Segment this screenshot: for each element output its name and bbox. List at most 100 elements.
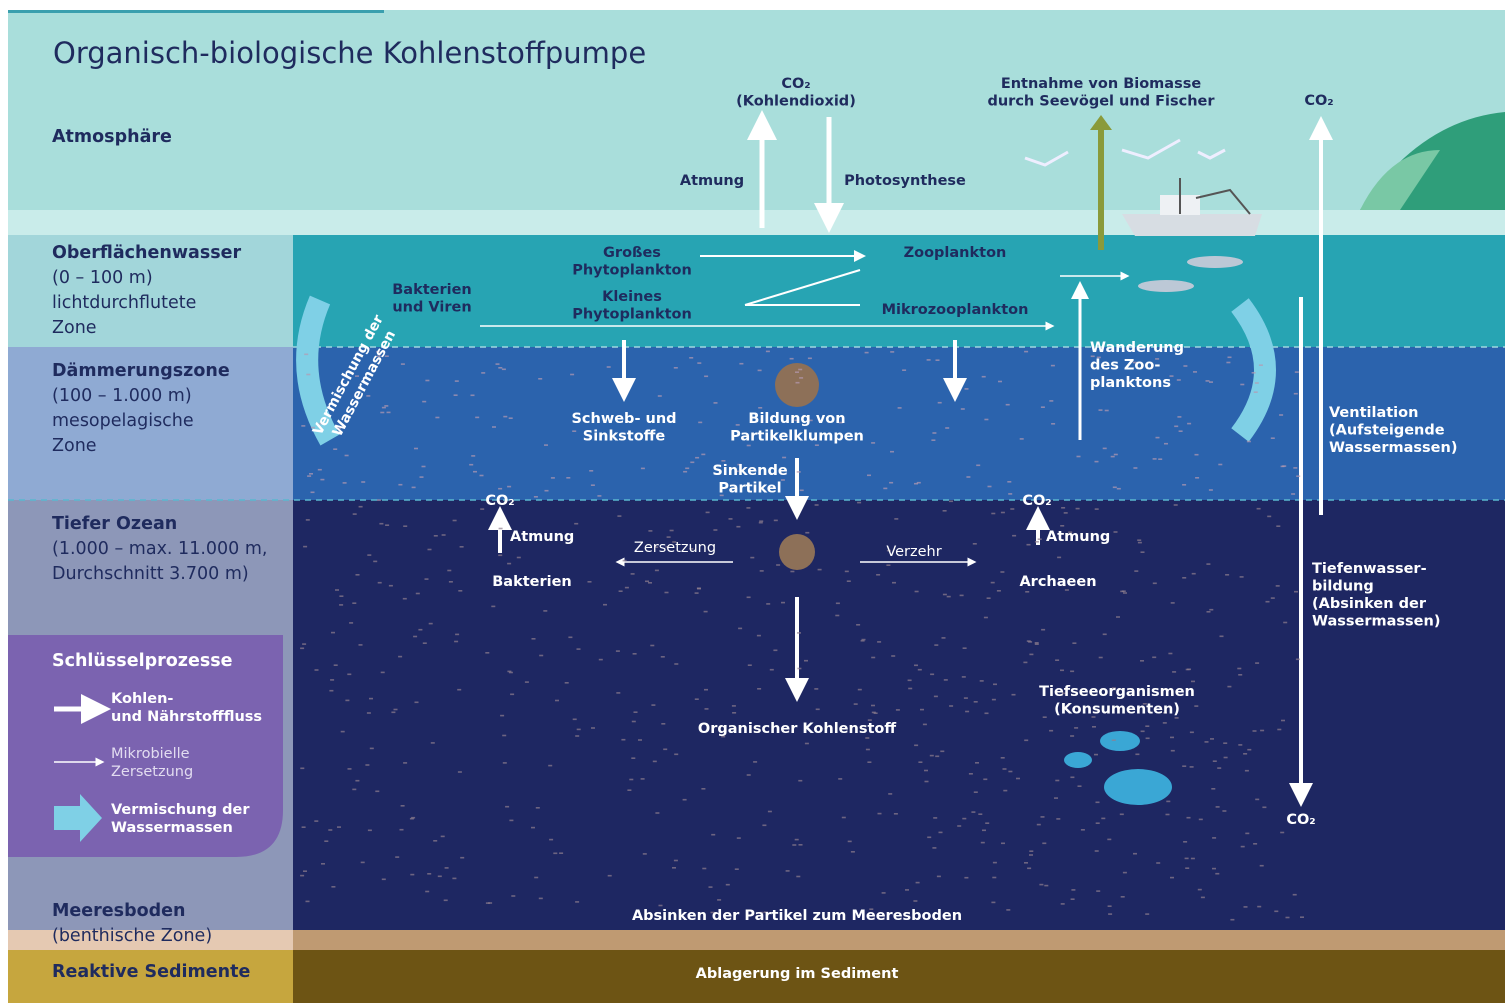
particle [1163,722,1167,724]
zone-name: Reaktive Sedimente [52,962,250,982]
particle [1000,571,1004,573]
particle [1226,362,1230,364]
particle [1243,753,1247,755]
particle [706,512,710,514]
particle [1259,364,1263,366]
particle [452,878,456,880]
particle [1213,760,1217,762]
particle [1279,414,1283,416]
particle [444,900,448,902]
particle [980,680,984,682]
particle [415,702,419,704]
particle [306,519,310,521]
particle [1182,577,1186,579]
label: und Viren [392,300,471,316]
particle [739,363,743,365]
particle [1257,906,1261,908]
particle [345,700,349,702]
particle [300,875,304,877]
particle [961,408,965,410]
particle [334,664,338,666]
particle [641,778,645,780]
particle [455,380,459,382]
particle [438,876,442,878]
particle [1146,738,1150,740]
particle [368,830,372,832]
particle [329,690,333,692]
label: Mikrozooplankton [882,302,1029,318]
particle [867,761,871,763]
particle [982,376,986,378]
particle [790,571,794,573]
particle [1074,727,1078,729]
particle [973,543,977,545]
particle [930,755,934,757]
particle [1039,884,1043,886]
particle [539,898,543,900]
particle [1199,819,1203,821]
particle [498,555,502,557]
particle [1081,829,1085,831]
particle [1183,841,1187,843]
particle [1293,467,1297,469]
particle [458,590,462,592]
particle [1164,443,1168,445]
zone-desc: (benthische Zone) [52,926,212,946]
label: planktons [1090,375,1171,391]
particle [960,595,964,597]
particle [1140,660,1144,662]
particle [384,405,388,407]
label: Wassermassen) [1329,440,1457,456]
particle [674,663,678,665]
particle [427,873,431,875]
zone-name: Oberflächenwasser [52,243,242,263]
particle [1215,873,1219,875]
particle [705,708,709,710]
particle [1255,662,1259,664]
particle [1230,919,1234,921]
particle [1247,441,1251,443]
particle [1177,416,1181,418]
particle [410,818,414,820]
particle [1024,740,1028,742]
particle [1096,802,1100,804]
label: Photosynthese [844,173,966,189]
particle [1108,905,1112,907]
particle [572,430,576,432]
particle [1095,850,1099,852]
particle [975,762,979,764]
particle [936,359,940,361]
label: Atmung [1046,529,1110,545]
particle [949,501,953,503]
particle [1122,590,1126,592]
particle [1077,456,1081,458]
particle [672,867,676,869]
particle [381,672,385,674]
particle [328,829,332,831]
particle [732,712,736,714]
particle [1123,592,1127,594]
particle [891,655,895,657]
particle [799,377,803,379]
particle [1198,889,1202,891]
particle [709,886,713,888]
particle [1241,846,1245,848]
particle [1182,765,1186,767]
particle [757,688,761,690]
particle [1038,538,1042,540]
particle [1064,512,1068,514]
particle [1212,837,1216,839]
particle [790,358,794,360]
particle [619,590,623,592]
particle [915,591,919,593]
particle [655,812,659,814]
particle [1003,768,1007,770]
particle [382,879,386,881]
particle [1294,591,1298,593]
particle [665,592,669,594]
particle [1049,730,1053,732]
particle [353,513,357,515]
particle [1266,601,1270,603]
particle [732,705,736,707]
particle [1186,669,1190,671]
